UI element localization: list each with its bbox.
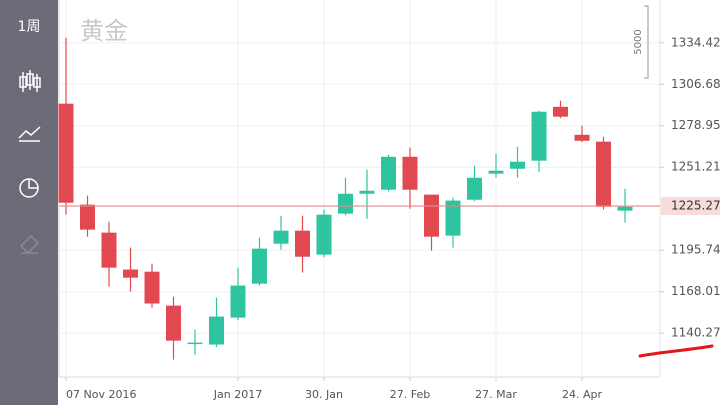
candle-body (574, 134, 590, 141)
x-tick-label: Jan 2017 (213, 388, 262, 401)
candle-body (80, 204, 95, 230)
last-price-label: 1225.27 (671, 199, 720, 213)
drawn-annotation (638, 344, 714, 358)
sidebar (0, 0, 58, 405)
candle-body (381, 156, 396, 190)
candle-body (58, 103, 74, 203)
candle-icon[interactable] (19, 70, 41, 92)
candle-body (123, 269, 138, 278)
scale-label: 5000 (633, 29, 644, 54)
x-tick-label: 07 Nov 2016 (66, 388, 136, 401)
y-tick-label: 1140.27 (671, 326, 720, 340)
candle-body (596, 141, 611, 207)
candle-body (553, 106, 568, 117)
candle-body (359, 190, 375, 194)
y-tick-label: 1334.42 (671, 35, 720, 49)
candle-body (230, 285, 246, 318)
grid (59, 0, 660, 377)
eraser-icon[interactable] (19, 234, 40, 255)
x-tick-label: 30. Jan (305, 388, 343, 401)
y-tick-label: 1195.74 (671, 243, 720, 257)
scale-bracket (644, 5, 649, 79)
y-tick-label: 1306.68 (671, 77, 720, 91)
marks (58, 37, 633, 360)
chart-title: 黄金 (80, 17, 128, 45)
candle-body (209, 316, 224, 345)
candle-body (467, 177, 482, 200)
candle-body (166, 305, 181, 341)
candle-body (295, 230, 310, 257)
candle-body (187, 342, 203, 345)
x-tick-label: 27. Mar (475, 388, 517, 401)
y-tick-label: 1278.95 (671, 118, 720, 132)
candle-body (316, 214, 332, 255)
x-tick-label: 24. Apr (562, 388, 602, 401)
line-icon[interactable] (18, 126, 41, 142)
candle-body (424, 194, 439, 237)
candle-body (338, 193, 353, 214)
candle-body (510, 161, 525, 169)
y-tick-label: 1251.21 (671, 160, 720, 174)
last-price-box (661, 197, 720, 216)
indicator-icon[interactable] (19, 178, 39, 198)
candle-body (445, 200, 461, 236)
candle-body (144, 271, 160, 304)
x-tick-label: 27. Feb (390, 388, 430, 401)
candle-body (101, 232, 117, 268)
candle-body (531, 111, 547, 161)
candle-body (252, 248, 267, 284)
candle-body (617, 206, 633, 211)
candle-body (273, 230, 289, 244)
candle-body (488, 170, 504, 174)
period-button[interactable]: 1周 (18, 19, 41, 35)
candle-body (402, 156, 418, 190)
y-tick-label: 1168.01 (671, 284, 720, 298)
